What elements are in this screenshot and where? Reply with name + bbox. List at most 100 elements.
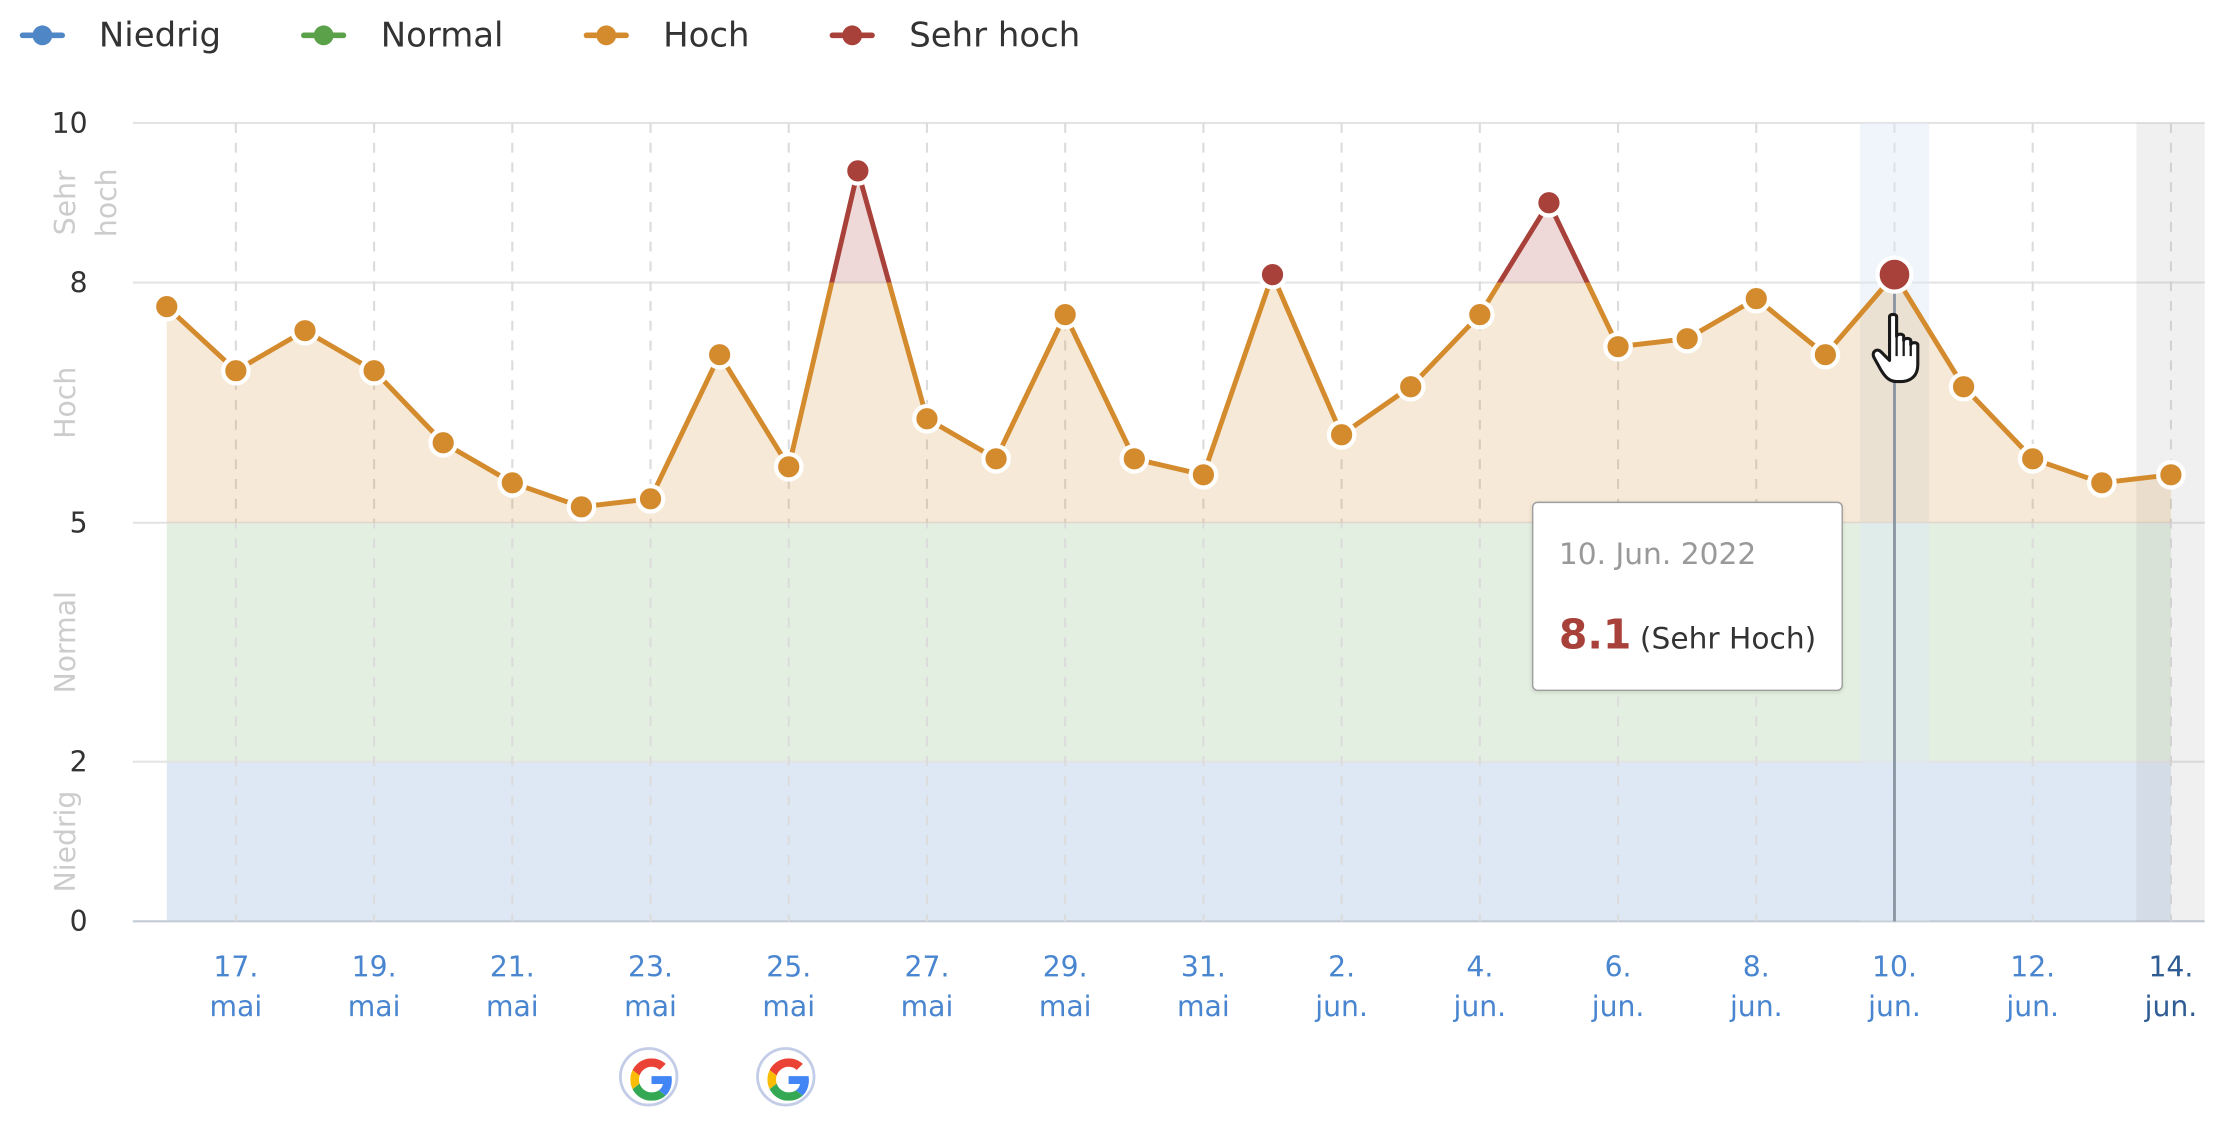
google-update-badge[interactable] bbox=[619, 1047, 679, 1107]
data-point[interactable] bbox=[1672, 323, 1703, 354]
x-tick-label: 29. bbox=[1043, 950, 1088, 983]
x-tick-label: 10. bbox=[1872, 950, 1917, 983]
data-point[interactable] bbox=[497, 467, 528, 498]
x-tick-label: 12. bbox=[2010, 950, 2055, 983]
x-tick-label: 19. bbox=[352, 950, 397, 983]
data-point[interactable] bbox=[1810, 339, 1841, 370]
legend-marker-icon bbox=[830, 25, 876, 46]
x-tick-label: 27. bbox=[904, 950, 949, 983]
x-tick-label: 6. bbox=[1605, 950, 1632, 983]
y-tick-label: 2 bbox=[70, 746, 88, 779]
band-label-hoch: Hoch bbox=[49, 367, 82, 439]
x-tick-label: 23. bbox=[628, 950, 673, 983]
legend-item-niedrig[interactable]: Niedrig bbox=[19, 15, 222, 56]
x-tick-label: mai bbox=[348, 990, 401, 1023]
data-point[interactable] bbox=[566, 491, 597, 522]
x-tick-label: jun. bbox=[1314, 990, 1368, 1023]
band-label-niedrig: Niedrig bbox=[49, 791, 82, 893]
hand-cursor-icon bbox=[1871, 312, 1920, 384]
legend-label: Normal bbox=[380, 15, 504, 56]
data-point[interactable] bbox=[1188, 459, 1219, 490]
data-point[interactable] bbox=[773, 451, 804, 482]
data-point[interactable] bbox=[2156, 459, 2186, 490]
data-point[interactable] bbox=[1603, 331, 1633, 362]
band-label-text: Normal bbox=[49, 591, 82, 693]
x-tick-label: mai bbox=[210, 990, 263, 1023]
data-point[interactable] bbox=[221, 355, 251, 386]
band-label-text: Niedrig bbox=[49, 791, 82, 893]
band-label-normal: Normal bbox=[49, 591, 82, 693]
legend-marker-icon bbox=[301, 25, 347, 46]
data-point[interactable] bbox=[635, 483, 666, 514]
legend-item-hoch[interactable]: Hoch bbox=[584, 15, 750, 56]
tooltip: 10. Jun. 2022 8.1 (Sehr Hoch) bbox=[1531, 501, 1843, 692]
data-point[interactable] bbox=[1326, 419, 1357, 450]
x-tick-label: 21. bbox=[490, 950, 535, 983]
data-point-highlighted[interactable] bbox=[1875, 255, 1914, 294]
legend-marker-icon bbox=[19, 25, 66, 46]
data-point[interactable] bbox=[2017, 443, 2048, 474]
x-tick-label: 2. bbox=[1328, 950, 1355, 983]
legend-item-normal[interactable]: Normal bbox=[301, 15, 504, 56]
data-point[interactable] bbox=[1257, 259, 1288, 290]
x-tick-label: 25. bbox=[766, 950, 811, 983]
band-label-text: hoch bbox=[90, 168, 123, 237]
legend-item-sehr-hoch[interactable]: Sehr hoch bbox=[830, 15, 1081, 56]
google-icon bbox=[767, 1058, 809, 1101]
x-tick-label: jun. bbox=[2005, 990, 2059, 1023]
y-tick-label: 0 bbox=[70, 905, 88, 938]
data-point[interactable] bbox=[1119, 443, 1150, 474]
x-tick-label: 14. bbox=[2148, 950, 2193, 983]
x-tick-label: 17. bbox=[213, 950, 258, 983]
data-point[interactable] bbox=[1534, 187, 1564, 218]
tooltip-date: 10. Jun. 2022 bbox=[1558, 536, 1757, 571]
data-point[interactable] bbox=[2086, 467, 2117, 498]
band-niedrig bbox=[166, 761, 2171, 922]
x-tick-label: mai bbox=[1177, 990, 1230, 1023]
legend: Niedrig Normal Hoch Sehr hoch bbox=[19, 7, 1161, 64]
x-tick-label: mai bbox=[901, 990, 954, 1023]
data-point[interactable] bbox=[1741, 283, 1772, 314]
google-icon bbox=[630, 1058, 672, 1101]
band-label-text: Hoch bbox=[49, 367, 82, 439]
x-tick-label: 4. bbox=[1466, 950, 1493, 983]
x-tick-label: jun. bbox=[2144, 990, 2198, 1023]
tooltip-category: (Sehr Hoch) bbox=[1639, 621, 1817, 656]
y-tick-label: 5 bbox=[70, 507, 88, 540]
data-point[interactable] bbox=[704, 339, 735, 370]
legend-label: Niedrig bbox=[98, 15, 222, 56]
legend-label: Hoch bbox=[663, 15, 750, 56]
x-tick-label: mai bbox=[1039, 990, 1092, 1023]
x-tick-label: 31. bbox=[1181, 950, 1226, 983]
x-tick-label: mai bbox=[624, 990, 677, 1023]
data-point[interactable] bbox=[1464, 299, 1495, 330]
x-tick-label: jun. bbox=[1591, 990, 1645, 1023]
band-label-sehr-hoch: Sehr hoch bbox=[49, 168, 123, 237]
legend-label: Sehr hoch bbox=[909, 15, 1081, 56]
data-point[interactable] bbox=[912, 403, 942, 434]
x-tick-label: jun. bbox=[1729, 990, 1783, 1023]
data-point[interactable] bbox=[1050, 299, 1081, 330]
x-tick-label: jun. bbox=[1453, 990, 1507, 1023]
data-point[interactable] bbox=[428, 427, 459, 458]
x-tick-label: jun. bbox=[1867, 990, 1921, 1023]
tooltip-value: 8.1 bbox=[1558, 610, 1632, 659]
data-point[interactable] bbox=[1948, 371, 1979, 402]
legend-marker-icon bbox=[584, 25, 630, 46]
tooltip-value-row: 8.1 (Sehr Hoch) bbox=[1559, 610, 1816, 658]
forecast-zone bbox=[2136, 122, 2205, 922]
data-point[interactable] bbox=[843, 156, 873, 186]
band-label-text: Sehr bbox=[49, 170, 82, 235]
y-tick-label: 10 bbox=[52, 107, 88, 140]
x-tick-label: mai bbox=[486, 990, 539, 1023]
data-point[interactable] bbox=[151, 291, 182, 322]
data-point[interactable] bbox=[359, 355, 389, 386]
y-tick-label: 8 bbox=[70, 267, 88, 300]
x-tick-label: mai bbox=[762, 990, 815, 1023]
data-point[interactable] bbox=[981, 443, 1011, 474]
data-point[interactable] bbox=[1395, 371, 1426, 402]
google-update-badge[interactable] bbox=[756, 1047, 816, 1107]
data-point[interactable] bbox=[290, 315, 320, 346]
